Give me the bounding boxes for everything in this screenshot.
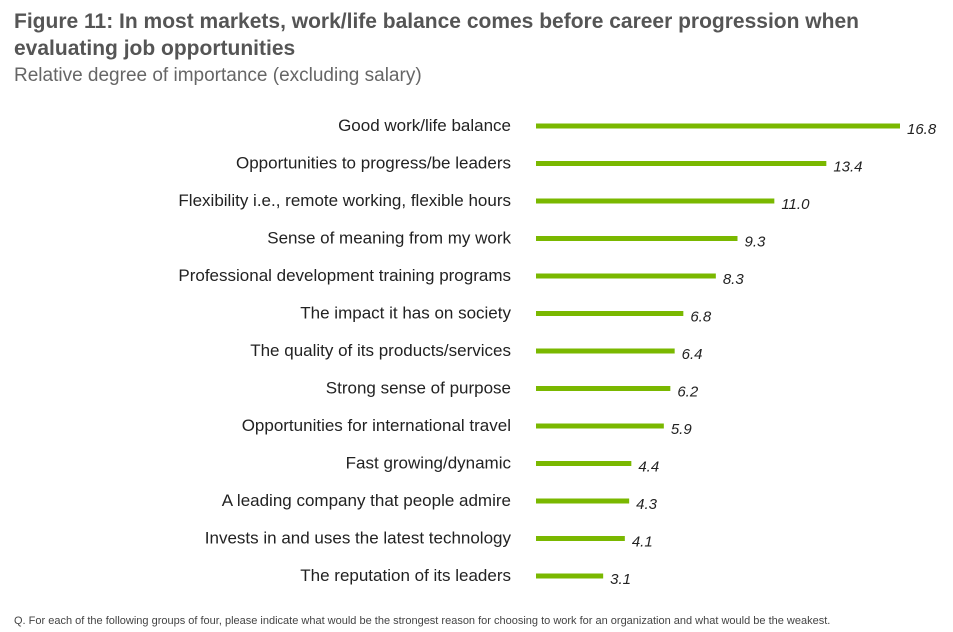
category-label: The quality of its products/services bbox=[250, 341, 511, 360]
value-label: 13.4 bbox=[833, 159, 862, 176]
value-label: 11.0 bbox=[781, 196, 810, 213]
value-label: 9.3 bbox=[745, 234, 767, 251]
category-label: The impact it has on society bbox=[300, 304, 511, 323]
chart-subtitle: Relative degree of importance (excluding… bbox=[14, 65, 422, 86]
bar bbox=[536, 311, 684, 316]
category-label: Flexibility i.e., remote working, flexib… bbox=[178, 191, 511, 210]
value-label: 6.4 bbox=[682, 346, 703, 363]
value-label: 4.1 bbox=[632, 534, 653, 551]
value-label: 8.3 bbox=[723, 271, 745, 288]
bar bbox=[536, 198, 775, 204]
category-label: Opportunities for international travel bbox=[242, 416, 511, 435]
category-label: Fast growing/dynamic bbox=[346, 454, 512, 473]
category-label: Invests in and uses the latest technolog… bbox=[205, 529, 512, 548]
category-label: The reputation of its leaders bbox=[300, 566, 511, 585]
bar bbox=[536, 348, 675, 354]
value-label: 3.1 bbox=[610, 571, 631, 588]
bar bbox=[536, 461, 632, 466]
value-label: 16.8 bbox=[907, 121, 937, 138]
chart-title: Figure 11: In most markets, work/life ba… bbox=[14, 10, 859, 60]
bar bbox=[536, 386, 671, 391]
bar bbox=[536, 498, 630, 504]
category-label: Professional development training progra… bbox=[178, 266, 511, 285]
category-label: Opportunities to progress/be leaders bbox=[236, 154, 511, 173]
bar bbox=[536, 123, 900, 129]
category-label: Sense of meaning from my work bbox=[267, 229, 511, 248]
bar bbox=[536, 573, 604, 579]
bar-chart: Good work/life balance 16.8 Opportunities … bbox=[178, 116, 937, 588]
bar bbox=[536, 423, 664, 429]
value-label: 4.3 bbox=[636, 496, 658, 513]
value-label: 6.8 bbox=[690, 309, 712, 326]
bar bbox=[536, 161, 827, 166]
bar bbox=[536, 536, 625, 541]
bar bbox=[536, 236, 738, 241]
category-label: Strong sense of purpose bbox=[326, 379, 511, 398]
footnote: Q. For each of the following groups of f… bbox=[14, 615, 831, 627]
category-label: Good work/life balance bbox=[338, 116, 511, 135]
value-label: 5.9 bbox=[671, 421, 693, 438]
value-label: 4.4 bbox=[638, 459, 659, 476]
bar bbox=[536, 273, 716, 279]
value-label: 6.2 bbox=[677, 384, 699, 401]
category-label: A leading company that people admire bbox=[222, 491, 511, 510]
